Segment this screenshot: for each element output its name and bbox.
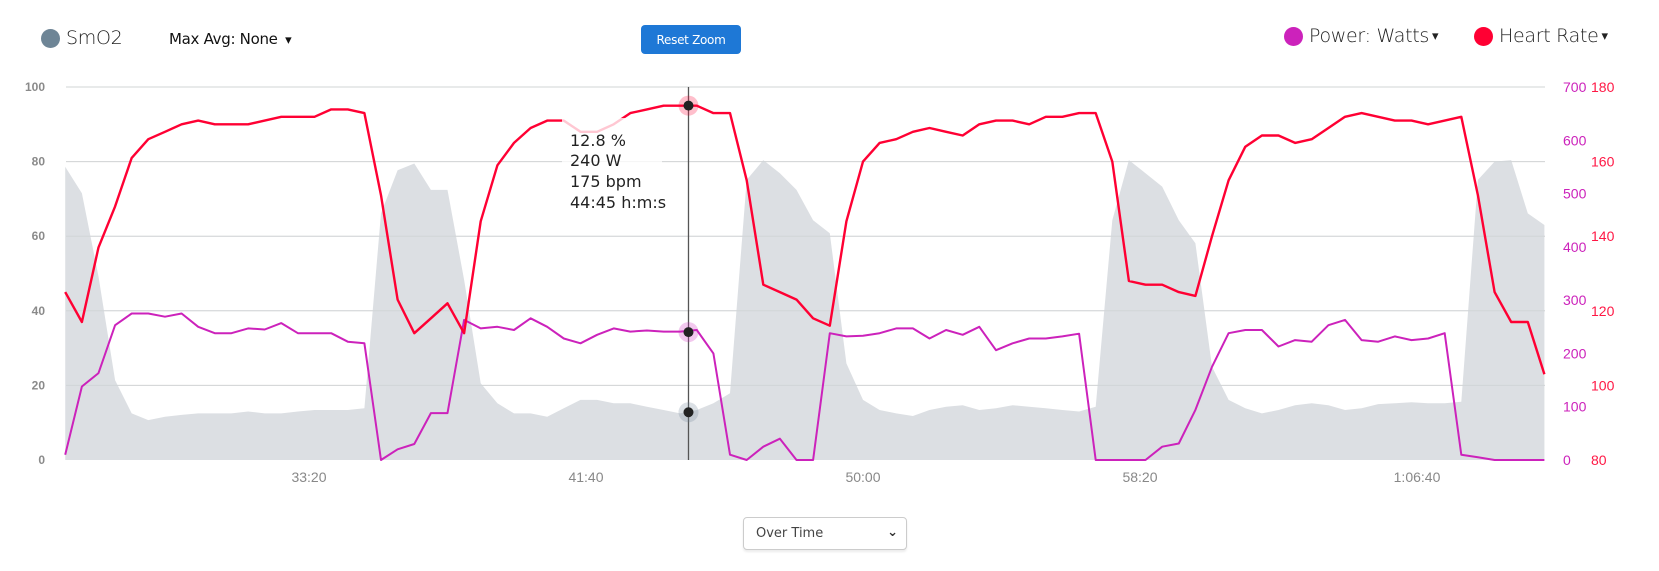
- x-axis-tick-label: 33:20: [291, 469, 326, 485]
- left-axis-tick-label: 40: [32, 304, 46, 318]
- max-avg-dropdown[interactable]: Max Avg: None ▾: [169, 30, 292, 48]
- x-axis-time: 33:20 41:40 50:00 58:20 1:06:40: [291, 469, 1440, 485]
- heart-rate-axis-tick-label: 160: [1591, 154, 1615, 170]
- right-axis-power: 0 100 200 300 400 500 600 700: [1563, 79, 1587, 468]
- chart-mode-value: Over Time: [756, 526, 824, 541]
- max-avg-label: Max Avg: None: [169, 30, 278, 48]
- power-axis-tick-label: 100: [1563, 399, 1587, 415]
- x-axis-tick-label: 41:40: [568, 469, 603, 485]
- tooltip-time: 44:45 h:m:s: [570, 193, 666, 212]
- grid-lines-overlay: [66, 86, 1545, 386]
- legend-heart-rate-dropdown[interactable]: Heart Rate ▾: [1474, 25, 1608, 47]
- tooltip-power: 240 W: [570, 151, 622, 170]
- x-axis-tick-label: 58:20: [1122, 469, 1157, 485]
- power-legend-label: Power: Watts: [1309, 25, 1429, 47]
- heart-rate-axis-tick-label: 100: [1591, 377, 1615, 393]
- left-axis-tick-label: 0: [38, 453, 45, 467]
- x-axis-tick-label: 1:06:40: [1394, 469, 1441, 485]
- smo2-legend-dot-icon: [41, 28, 60, 48]
- legend-power-dropdown[interactable]: Power: Watts ▾: [1284, 25, 1439, 47]
- heart-rate-legend-label: Heart Rate: [1499, 25, 1599, 47]
- heart-rate-axis-tick-label: 180: [1591, 79, 1615, 95]
- smo2-marker: [683, 407, 694, 418]
- left-axis-smo2: 0 20 40 60 80 100: [25, 80, 45, 467]
- heart-rate-axis-tick-label: 140: [1591, 228, 1615, 244]
- tooltip-heart-rate: 175 bpm: [570, 172, 642, 191]
- tooltip-background: [562, 118, 662, 212]
- heart-rate-axis-tick-label: 80: [1591, 452, 1607, 468]
- caret-down-icon: ▾: [285, 33, 292, 48]
- power-legend-dot-icon: [1284, 26, 1303, 46]
- legend-smo2[interactable]: SmO2: [41, 27, 123, 49]
- power-axis-tick-label: 200: [1563, 345, 1587, 361]
- power-axis-tick-label: 0: [1563, 452, 1571, 468]
- power-line-series: [64, 312, 1545, 461]
- left-axis-tick-label: 60: [32, 229, 46, 243]
- power-marker: [683, 327, 694, 338]
- power-axis-tick-label: 300: [1563, 292, 1587, 308]
- power-axis-tick-label: 500: [1563, 186, 1587, 202]
- x-axis-tick-label: 50:00: [845, 469, 880, 485]
- heart-rate-marker: [683, 100, 694, 111]
- caret-down-icon: ▾: [1601, 28, 1609, 43]
- left-axis-tick-label: 80: [32, 155, 46, 169]
- left-axis-tick-label: 20: [32, 378, 46, 392]
- heart-rate-legend-dot-icon: [1474, 26, 1493, 46]
- hover-markers: [678, 95, 699, 423]
- power-axis-tick-label: 700: [1563, 79, 1587, 95]
- reset-zoom-button[interactable]: Reset Zoom: [641, 25, 741, 54]
- heart-rate-line-series: [64, 104, 1546, 375]
- tooltip: 12.8 % 240 W 175 bpm 44:45 h:m:s: [570, 131, 666, 212]
- power-axis-tick-label: 600: [1563, 132, 1587, 148]
- chevron-down-icon: ⌄: [887, 525, 898, 540]
- heart-rate-axis-tick-label: 120: [1591, 303, 1615, 319]
- left-axis-tick-label: 100: [25, 80, 45, 94]
- tooltip-smo2: 12.8 %: [570, 131, 626, 150]
- power-axis-tick-label: 400: [1563, 239, 1587, 255]
- chart-mode-select[interactable]: Over Time ⌄: [743, 517, 907, 550]
- smo2-legend-label: SmO2: [66, 27, 123, 49]
- right-axis-heart-rate: 80 100 120 140 160 180: [1591, 79, 1615, 468]
- caret-down-icon: ▾: [1431, 28, 1439, 43]
